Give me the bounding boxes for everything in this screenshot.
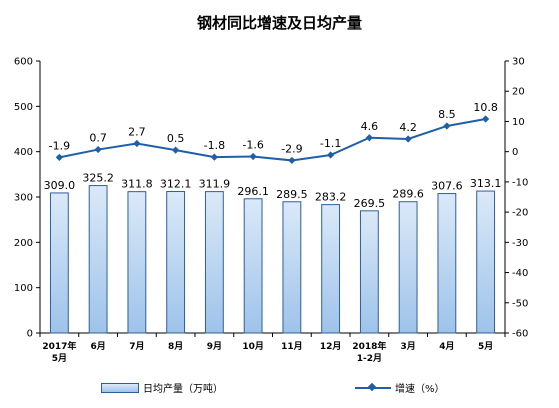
category-label: 2018年: [352, 340, 386, 352]
category-label: 2017年: [42, 340, 76, 352]
category-label: 9月: [207, 341, 222, 352]
bar-value-label: 307.6: [431, 180, 463, 193]
bar: [321, 204, 341, 334]
left-tick-label: 100: [14, 283, 33, 294]
bar-value-label: 289.5: [276, 188, 308, 201]
line-point: [210, 153, 218, 161]
bar: [437, 193, 457, 334]
right-tick-label: 20: [512, 87, 525, 98]
right-tick-label: -60: [512, 329, 528, 340]
left-tick-label: 500: [14, 102, 33, 113]
line-point: [482, 115, 490, 123]
left-tick-label: 300: [14, 193, 33, 204]
left-tick-label: 400: [14, 147, 33, 158]
right-tick-label: -20: [512, 208, 528, 219]
chart-title: 钢材同比增速及日均产量: [196, 14, 362, 32]
bar-value-label: 311.8: [121, 178, 153, 191]
bar-value-label: 325.2: [82, 172, 114, 185]
category-label: 12月: [320, 341, 342, 352]
bar-value-label: 289.6: [392, 188, 424, 201]
right-tick-label: -30: [512, 238, 528, 249]
bar: [398, 201, 418, 334]
line-point: [249, 152, 257, 161]
bar: [243, 198, 263, 334]
line-value-label: -1.9: [49, 139, 70, 152]
category-label: 5月: [478, 341, 493, 352]
line-value-label: -1.6: [242, 139, 263, 152]
left-tick-label: 600: [14, 57, 33, 68]
left-tick-label: 200: [14, 238, 33, 249]
category-label: 11月: [281, 341, 303, 352]
right-tick-label: 0: [512, 147, 518, 158]
bar: [49, 192, 69, 334]
line-point: [365, 134, 373, 142]
left-tick-label: 0: [27, 329, 33, 340]
line-value-label: 0.7: [89, 132, 107, 145]
line-value-label: 8.5: [438, 108, 456, 121]
line-point: [133, 139, 141, 148]
line-value-label: 10.8: [473, 101, 498, 114]
line-value-label: -1.1: [320, 137, 341, 150]
growth-line: [59, 118, 486, 162]
legend-bar-swatch: [101, 382, 139, 393]
line-value-label: 4.2: [399, 121, 417, 134]
line-point: [327, 151, 335, 159]
bar: [88, 185, 108, 334]
line-point: [288, 156, 296, 165]
category-label: 5月: [52, 353, 67, 364]
line-point: [55, 153, 63, 162]
line-point: [172, 146, 180, 154]
line-value-label: 2.7: [128, 126, 146, 139]
category-label: 8月: [168, 341, 183, 352]
category-label: 4月: [439, 341, 454, 352]
line-value-label: -1.8: [204, 139, 225, 152]
bar: [204, 191, 224, 334]
bar-value-label: 269.5: [354, 197, 386, 210]
line-point: [94, 145, 102, 154]
legend-bar: 日均产量（万吨）: [101, 380, 223, 395]
bar-value-label: 313.1: [470, 177, 502, 190]
line-value-label: 0.5: [167, 132, 185, 145]
legend-line-label: 增速（%）: [395, 384, 445, 395]
bar-value-label: 309.0: [44, 179, 76, 192]
category-label: 1-2月: [357, 353, 382, 364]
legend-line: 增速（%）: [355, 380, 445, 395]
right-tick-label: -10: [512, 177, 528, 188]
bar: [127, 191, 147, 334]
bar-value-label: 296.1: [237, 185, 269, 198]
bar-value-label: 312.1: [160, 178, 192, 191]
bar-value-label: 311.9: [199, 178, 231, 191]
line-value-label: 4.6: [361, 120, 379, 133]
right-tick-label: 30: [512, 57, 525, 68]
line-value-label: -2.9: [281, 142, 302, 155]
category-label: 3月: [400, 341, 415, 352]
bar: [359, 210, 379, 334]
category-label: 6月: [90, 341, 105, 352]
legend-line-swatch: [355, 383, 391, 393]
bar: [166, 191, 186, 334]
category-label: 10月: [242, 341, 264, 352]
bar: [476, 190, 496, 334]
bar: [282, 201, 302, 334]
category-label: 7月: [129, 341, 144, 352]
line-point: [443, 122, 451, 130]
right-tick-label: -40: [512, 268, 528, 279]
line-point: [404, 135, 412, 143]
right-tick-label: 10: [512, 117, 525, 128]
legend-bar-label: 日均产量（万吨）: [143, 384, 223, 395]
bar-value-label: 283.2: [315, 191, 347, 204]
right-tick-label: -50: [512, 298, 528, 309]
